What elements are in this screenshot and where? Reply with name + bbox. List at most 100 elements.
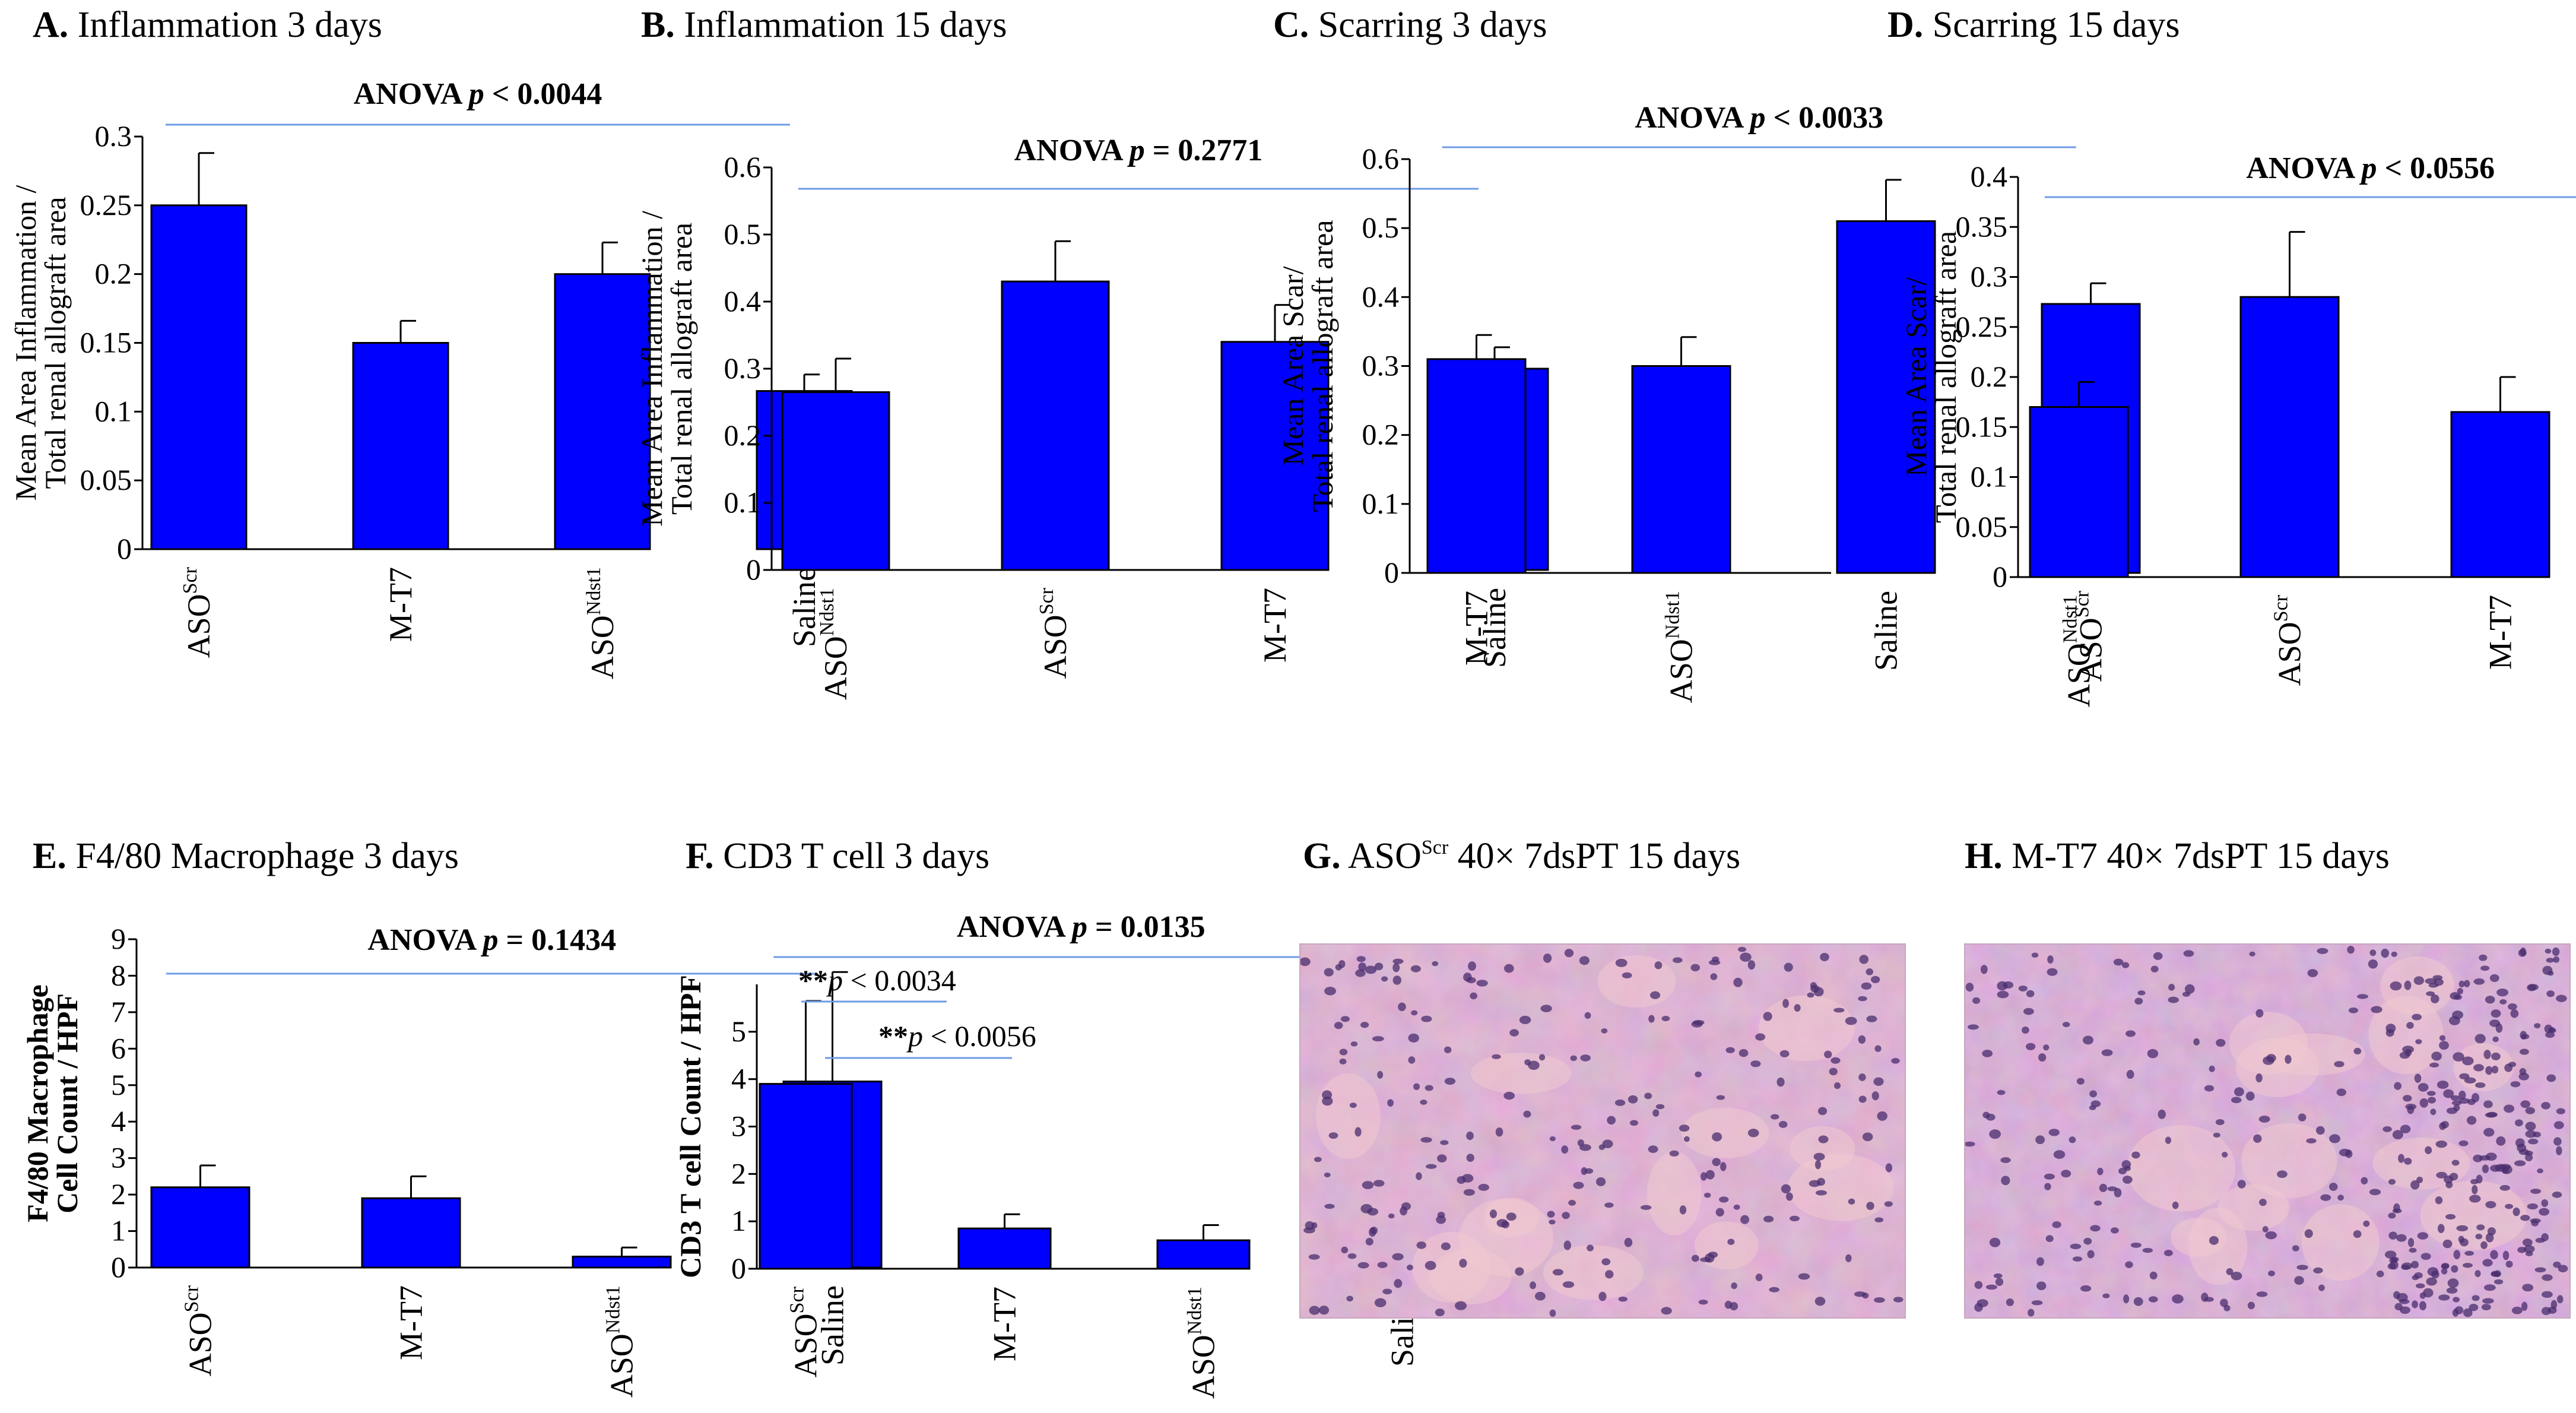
nucleus: [1628, 1095, 1638, 1104]
nucleus: [2415, 1283, 2425, 1289]
nucleus: [2480, 965, 2490, 971]
nucleus: [2268, 1271, 2275, 1276]
nucleus: [1679, 1124, 1690, 1132]
nucleus: [2448, 1016, 2460, 1025]
nucleus: [1303, 1227, 1315, 1234]
nucleus: [1436, 1215, 1446, 1224]
nucleus: [1421, 1015, 1432, 1022]
category-name: Saline: [1477, 588, 1512, 668]
panel-letter: F.: [686, 836, 714, 876]
nucleus: [1584, 1012, 1591, 1019]
nucleus: [1470, 992, 1477, 1000]
nucleus: [2446, 1107, 2458, 1114]
nucleus: [1410, 965, 1421, 972]
nucleus: [1794, 1004, 1801, 1012]
y-axis-label: Total renal allograft area: [665, 223, 698, 515]
nucleus: [2412, 1300, 2418, 1309]
nucleus: [2357, 994, 2368, 999]
category-superscript: Ndst1: [816, 588, 838, 636]
nucleus: [2470, 1178, 2479, 1184]
nucleus: [2381, 948, 2389, 958]
nucleus: [1459, 1259, 1467, 1268]
nucleus: [1871, 1091, 1879, 1101]
nucleus: [1695, 1071, 1702, 1078]
nucleus: [2458, 1140, 2469, 1146]
panel-title-text: 40× 7dsPT 15 days: [1448, 836, 1740, 876]
nucleus: [1398, 1002, 1406, 1012]
y-tick-label: 0.3: [1971, 260, 2008, 293]
nucleus: [2419, 1292, 2426, 1299]
nucleus: [2491, 1271, 2499, 1276]
nucleus: [2439, 1035, 2446, 1041]
y-tick-label: 1: [731, 1204, 746, 1237]
panel-title-text: ASO: [1341, 836, 1422, 876]
nucleus: [1703, 1192, 1711, 1198]
nucleus: [2546, 1074, 2556, 1082]
nucleus: [2417, 1232, 2428, 1240]
category-superscript: Scr: [181, 1285, 203, 1312]
nucleus: [2425, 978, 2437, 984]
nucleus: [1339, 1048, 1348, 1056]
nucleus: [2546, 958, 2555, 963]
nucleus: [2296, 1265, 2308, 1271]
nucleus: [1705, 1170, 1715, 1180]
nucleus: [1829, 1067, 1838, 1076]
nucleus: [2118, 1167, 2127, 1175]
nucleus: [1629, 1120, 1639, 1126]
nucleus: [1369, 1227, 1376, 1237]
nucleus: [2442, 1239, 2453, 1249]
nucleus: [2473, 1064, 2484, 1072]
nucleus: [1602, 1139, 1613, 1148]
x-category-label: Saline: [786, 567, 822, 647]
nucleus: [2499, 1185, 2511, 1191]
category-name: M-T7: [2483, 595, 2518, 670]
nucleus: [1833, 1008, 1845, 1013]
nucleus: [1866, 1015, 1877, 1022]
nucleus: [1515, 1267, 1524, 1276]
nucleus: [1392, 1253, 1404, 1260]
nucleus: [1347, 1253, 1357, 1259]
panel-title-text: F4/80 Macrophage 3 days: [66, 836, 459, 876]
nucleus: [2552, 1192, 2562, 1198]
nucleus: [2460, 1238, 2469, 1247]
nucleus: [2113, 958, 2124, 966]
nucleus: [2247, 1301, 2255, 1310]
nucleus: [2534, 1023, 2541, 1029]
nucleus: [2541, 1199, 2549, 1208]
nucleus: [2277, 1170, 2288, 1178]
nucleus: [1440, 1140, 1449, 1145]
nucleus: [2363, 1220, 2370, 1227]
nucleus: [2038, 1053, 2047, 1062]
nucleus: [1708, 959, 1721, 965]
x-category-label: ASOScr: [786, 1286, 824, 1377]
nucleus: [1552, 1269, 1564, 1276]
nucleus: [2306, 1138, 2317, 1143]
nucleus: [2451, 1265, 2458, 1273]
nucleus: [2493, 1279, 2504, 1285]
nucleus: [2193, 1038, 2200, 1046]
anova-label: ANOVA: [367, 923, 483, 957]
nucleus: [1509, 1029, 1519, 1037]
nucleus: [2553, 1137, 2562, 1146]
tubule: [1694, 1221, 1759, 1270]
nucleus: [2556, 1108, 2565, 1114]
panel-title: B. Inflammation 15 days: [641, 5, 1007, 45]
nucleus: [2501, 1165, 2512, 1174]
nucleus: [1463, 1189, 1475, 1196]
y-tick-label: 0: [746, 553, 761, 586]
y-tick-label: 9: [111, 922, 126, 955]
category-name: M-T7: [1459, 591, 1495, 666]
nucleus: [1985, 1284, 1997, 1290]
nucleus: [1724, 1300, 1733, 1309]
nucleus: [2502, 1250, 2510, 1260]
nucleus: [2485, 996, 2495, 1004]
nucleus: [2453, 1297, 2460, 1303]
bar: [2029, 406, 2129, 578]
panel-letter: G.: [1303, 836, 1341, 876]
nucleus: [1710, 973, 1718, 980]
nucleus: [2541, 1233, 2549, 1241]
nucleus: [2482, 1259, 2493, 1267]
nucleus: [2426, 1091, 2436, 1096]
nucleus: [1866, 1202, 1874, 1211]
panel-letter: A.: [33, 5, 68, 45]
